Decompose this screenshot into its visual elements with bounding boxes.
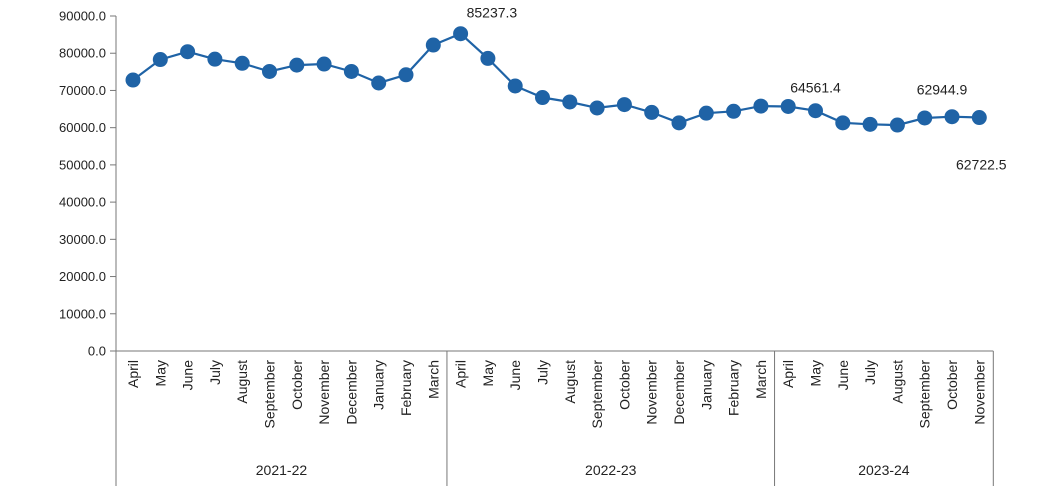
data-point [726, 103, 742, 119]
data-point [971, 110, 987, 126]
y-tick-label: 60000.0 [59, 120, 106, 135]
y-tick-label: 90000.0 [59, 9, 106, 24]
data-point [862, 116, 878, 132]
x-tick-label: February [398, 360, 414, 416]
data-label: 64561.4 [790, 80, 841, 96]
data-point [453, 26, 469, 42]
data-point [917, 110, 933, 126]
data-label: 85237.3 [467, 5, 518, 21]
data-point [835, 115, 851, 131]
data-point [780, 98, 796, 114]
data-point [535, 90, 550, 106]
data-point [507, 78, 523, 94]
data-point [180, 44, 196, 60]
x-tick-label: January [371, 360, 387, 410]
data-point [562, 94, 578, 110]
y-tick-label: 80000.0 [59, 46, 106, 61]
x-tick-label: October [944, 360, 960, 410]
axes [115, 16, 994, 352]
x-tick-label: September [589, 360, 605, 429]
x-tick-label: June [507, 360, 523, 391]
x-tick-label: June [835, 360, 851, 391]
x-tick-label: August [562, 360, 578, 404]
x-tick-label: August [889, 360, 905, 404]
data-points [125, 26, 987, 133]
data-label: 62944.9 [917, 82, 968, 98]
data-point [589, 100, 605, 116]
y-axis-ticks: 90000.0 80000.0 70000.0 60000.0 50000.0 40000… [59, 9, 116, 359]
fiscal-year-label: 2023-24 [858, 462, 910, 478]
data-point [644, 104, 660, 120]
x-tick-label: November [644, 360, 660, 425]
x-tick-label: October [289, 360, 305, 410]
data-point [262, 63, 277, 79]
x-tick-label: April [780, 360, 796, 388]
fiscal-year-label: 2021-22 [256, 462, 308, 478]
data-point [316, 56, 332, 72]
y-tick-label: 70000.0 [59, 83, 106, 98]
data-point [480, 50, 496, 66]
x-tick-label: February [726, 360, 742, 416]
x-tick-label: March [753, 360, 769, 399]
x-tick-label: July [535, 360, 551, 385]
x-tick-label: May [152, 360, 168, 386]
data-point [398, 67, 414, 83]
data-point [616, 97, 632, 113]
y-tick-label: 30000.0 [59, 232, 106, 247]
x-tick-label: July [207, 360, 223, 385]
y-tick-label: 10000.0 [59, 306, 106, 321]
x-tick-label: March [425, 360, 441, 399]
data-point [808, 103, 823, 119]
data-point [671, 115, 687, 131]
data-point [944, 109, 960, 125]
x-tick-label: July [862, 360, 878, 385]
data-point [207, 51, 223, 67]
y-tick-label: 50000.0 [59, 157, 106, 172]
y-tick-label: 40000.0 [59, 195, 106, 210]
data-labels: 85237.3 64561.4 62944.9 62722.5 [467, 5, 1007, 173]
fiscal-year-groups: 2021-22 2022-23 2023-24 [115, 351, 994, 486]
x-tick-label: May [480, 360, 496, 386]
x-tick-label: December [671, 360, 687, 425]
x-tick-label: April [453, 360, 469, 388]
x-axis-month-labels: April May June July August September October No… [125, 360, 987, 429]
y-tick-label: 20000.0 [59, 269, 106, 284]
data-label: 62722.5 [956, 157, 1007, 173]
fiscal-year-label: 2022-23 [585, 462, 637, 478]
x-tick-label: August [234, 360, 250, 404]
x-tick-label: November [316, 360, 332, 425]
data-point [425, 37, 441, 53]
data-point [152, 52, 168, 68]
data-point [698, 105, 714, 121]
x-tick-label: September [917, 360, 933, 429]
y-tick-label: 0.0 [88, 344, 106, 359]
data-point [289, 57, 305, 73]
data-point [889, 117, 905, 133]
x-tick-label: November [971, 360, 987, 425]
x-tick-label: October [616, 360, 632, 410]
x-tick-label: December [343, 360, 359, 425]
data-point [234, 55, 250, 71]
data-point [125, 72, 141, 88]
x-tick-label: January [698, 360, 714, 410]
data-point [343, 63, 359, 79]
x-tick-label: June [180, 360, 196, 391]
x-tick-label: April [125, 360, 141, 388]
data-point [753, 98, 769, 114]
data-point [371, 75, 387, 91]
x-tick-label: May [808, 360, 824, 386]
series-line [132, 32, 980, 127]
x-tick-label: September [262, 360, 278, 429]
